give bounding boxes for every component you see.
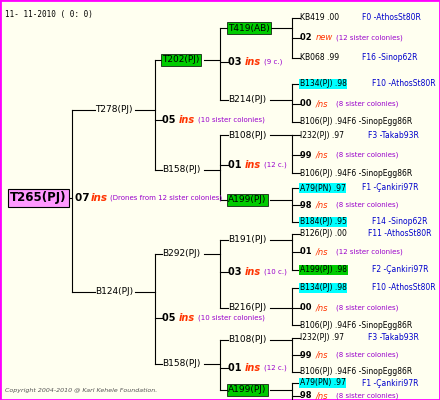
Text: /ns: /ns [316,150,329,160]
Text: B184(PJ) .95: B184(PJ) .95 [300,218,347,226]
Text: 05: 05 [162,115,179,125]
Text: B106(PJ) .94F6 -SinopEgg86R: B106(PJ) .94F6 -SinopEgg86R [300,118,412,126]
Text: (8 sister colonies): (8 sister colonies) [336,101,398,107]
Text: (8 sister colonies): (8 sister colonies) [336,352,398,358]
Text: B108(PJ): B108(PJ) [228,336,266,344]
Text: (10 sister colonies): (10 sister colonies) [198,315,265,321]
Text: F3 -Takab93R: F3 -Takab93R [368,130,419,140]
Text: (8 sister colonies): (8 sister colonies) [336,393,398,399]
Text: /ns: /ns [316,350,329,360]
Text: 07: 07 [75,193,93,203]
Text: B134(PJ) .98: B134(PJ) .98 [300,80,347,88]
Text: 98: 98 [300,200,314,210]
Text: (12 sister colonies): (12 sister colonies) [336,35,403,41]
Text: /ns: /ns [316,100,329,108]
Text: (8 sister colonies): (8 sister colonies) [336,202,398,208]
Text: Copyright 2004-2010 @ Karl Kehele Foundation.: Copyright 2004-2010 @ Karl Kehele Founda… [5,388,157,393]
Text: B126(PJ) .00: B126(PJ) .00 [300,230,347,238]
Text: 03: 03 [228,267,245,277]
Text: KB419 .00: KB419 .00 [300,14,339,22]
Text: ins: ins [245,363,261,373]
Text: F10 -AthosSt80R: F10 -AthosSt80R [372,284,436,292]
Text: (10 sister colonies): (10 sister colonies) [198,117,265,123]
Text: 01: 01 [228,363,245,373]
Text: B214(PJ): B214(PJ) [228,96,266,104]
Text: 03: 03 [228,57,245,67]
Text: ins: ins [245,160,261,170]
Text: ins: ins [179,115,195,125]
Text: B106(PJ) .94F6 -SinopEgg86R: B106(PJ) .94F6 -SinopEgg86R [300,320,412,330]
Text: 00: 00 [300,100,314,108]
Text: (12 c.): (12 c.) [264,365,287,371]
Text: B124(PJ): B124(PJ) [95,288,133,296]
Text: B292(PJ): B292(PJ) [162,250,200,258]
Text: (Drones from 12 sister colonies): (Drones from 12 sister colonies) [110,195,222,201]
Text: B134(PJ) .98: B134(PJ) .98 [300,284,347,292]
Text: B191(PJ): B191(PJ) [228,236,266,244]
Text: F1 -Çankiri97R: F1 -Çankiri97R [362,184,418,192]
Text: F2 -Çankiri97R: F2 -Çankiri97R [372,266,429,274]
Text: B158(PJ): B158(PJ) [162,360,200,368]
Text: 99: 99 [300,350,314,360]
Text: 01: 01 [228,160,245,170]
Text: ins: ins [179,313,195,323]
Text: A199(PJ) .98: A199(PJ) .98 [300,266,347,274]
Text: B106(PJ) .94F6 -SinopEgg86R: B106(PJ) .94F6 -SinopEgg86R [300,368,412,376]
Text: F3 -Takab93R: F3 -Takab93R [368,334,419,342]
Text: ins: ins [245,57,261,67]
Text: B216(PJ): B216(PJ) [228,304,266,312]
Text: 99: 99 [300,150,314,160]
Text: 98: 98 [300,392,314,400]
Text: A79(PN) .97: A79(PN) .97 [300,184,346,192]
Text: A79(PN) .97: A79(PN) .97 [300,378,346,388]
Text: B106(PJ) .94F6 -SinopEgg86R: B106(PJ) .94F6 -SinopEgg86R [300,168,412,178]
Text: 05: 05 [162,313,179,323]
Text: ins: ins [245,267,261,277]
Text: F11 -AthosSt80R: F11 -AthosSt80R [368,230,432,238]
Text: 01: 01 [300,248,315,256]
Text: F14 -Sinop62R: F14 -Sinop62R [372,218,428,226]
Text: B108(PJ): B108(PJ) [228,130,266,140]
Text: (8 sister colonies): (8 sister colonies) [336,152,398,158]
Text: F0 -AthosSt80R: F0 -AthosSt80R [362,14,421,22]
Text: T202(PJ): T202(PJ) [162,56,199,64]
Text: B158(PJ): B158(PJ) [162,166,200,174]
Text: T278(PJ): T278(PJ) [95,106,132,114]
Text: 11- 11-2010 ( 0: 0): 11- 11-2010 ( 0: 0) [5,10,93,19]
Text: KB068 .99: KB068 .99 [300,54,339,62]
Text: (8 sister colonies): (8 sister colonies) [336,305,398,311]
Text: /ns: /ns [316,304,329,312]
Text: A199(PJ): A199(PJ) [228,196,266,204]
Text: F10 -AthosSt80R: F10 -AthosSt80R [372,80,436,88]
Text: T265(PJ): T265(PJ) [10,192,66,204]
Text: /ns: /ns [316,248,329,256]
Text: (10 c.): (10 c.) [264,269,287,275]
Text: (9 c.): (9 c.) [264,59,282,65]
Text: I232(PJ) .97: I232(PJ) .97 [300,334,344,342]
Text: I232(PJ) .97: I232(PJ) .97 [300,130,344,140]
Text: F1 -Çankiri97R: F1 -Çankiri97R [362,378,418,388]
Text: F16 -Sinop62R: F16 -Sinop62R [362,54,418,62]
Text: new: new [316,34,333,42]
Text: 00: 00 [300,304,314,312]
Text: (12 sister colonies): (12 sister colonies) [336,249,403,255]
Text: A199(PJ): A199(PJ) [228,386,266,394]
Text: ins: ins [91,193,108,203]
Text: (12 c.): (12 c.) [264,162,287,168]
Text: /ns: /ns [316,392,329,400]
Text: 02: 02 [300,34,315,42]
Text: T419(AB): T419(AB) [228,24,270,32]
Text: /ns: /ns [316,200,329,210]
